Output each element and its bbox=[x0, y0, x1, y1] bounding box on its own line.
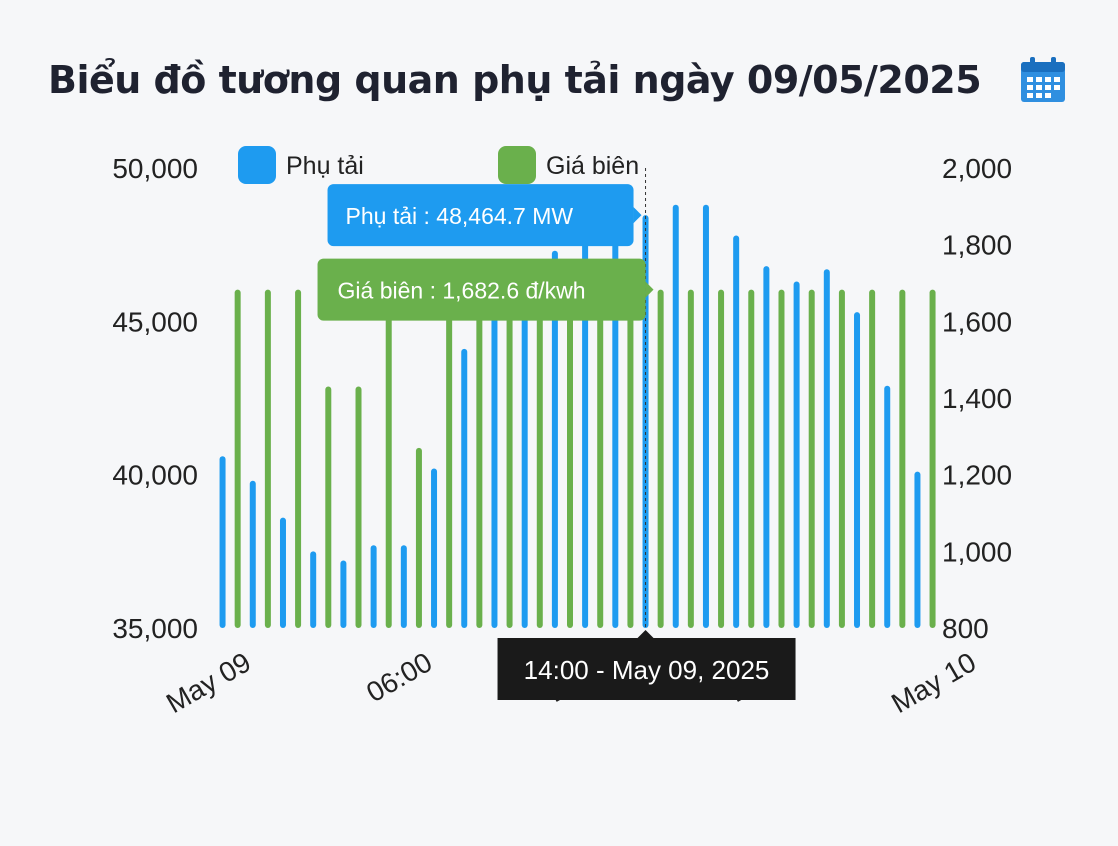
price-bar bbox=[838, 289, 845, 628]
load-bar bbox=[823, 269, 830, 628]
load-bar bbox=[340, 560, 347, 628]
y-right-tick-label: 2,000 bbox=[942, 153, 1012, 184]
price-bar bbox=[597, 289, 604, 628]
legend-swatch bbox=[238, 146, 276, 184]
y-right-tick-label: 1,200 bbox=[942, 460, 1012, 491]
load-bar bbox=[793, 281, 800, 628]
price-bar bbox=[808, 289, 815, 628]
load-bar bbox=[431, 468, 438, 628]
y-left-tick-label: 45,000 bbox=[112, 306, 198, 337]
price-bar bbox=[899, 289, 906, 628]
time-tooltip-pointer bbox=[637, 630, 654, 638]
load-bar bbox=[702, 204, 709, 629]
price-bar bbox=[355, 386, 362, 628]
y-left-tick-label: 35,000 bbox=[112, 613, 198, 644]
time-tooltip-label: 14:00 - May 09, 2025 bbox=[524, 655, 770, 685]
calendar-icon[interactable] bbox=[1018, 56, 1068, 106]
load-bar bbox=[400, 545, 407, 628]
x-tick-label: 18:00 bbox=[724, 646, 800, 708]
load-bar bbox=[612, 229, 619, 629]
y-right-tick-label: 1,000 bbox=[942, 536, 1012, 567]
load-bar bbox=[249, 480, 256, 628]
price-bar bbox=[929, 289, 936, 628]
y-left-tick-label: 40,000 bbox=[112, 460, 198, 491]
price-tooltip-pointer bbox=[645, 281, 654, 298]
price-bar bbox=[264, 289, 271, 628]
price-bar bbox=[687, 289, 694, 628]
load-bar bbox=[914, 471, 921, 628]
price-tooltip-label: Giá biên : 1,682.6 đ/kwh bbox=[338, 278, 586, 304]
load-bar bbox=[884, 385, 891, 628]
load-bar bbox=[310, 551, 317, 628]
bars bbox=[219, 204, 936, 629]
price-bar bbox=[415, 447, 422, 628]
y-right-tick-label: 1,600 bbox=[942, 306, 1012, 337]
legend: Phụ tải Giá biên bbox=[238, 146, 639, 184]
price-bar bbox=[295, 289, 302, 628]
load-bar bbox=[521, 293, 528, 628]
page-title: Biểu đồ tương quan phụ tải ngày 09/05/20… bbox=[48, 58, 982, 102]
load-bar bbox=[763, 266, 770, 628]
load-bar bbox=[582, 235, 589, 628]
price-bar bbox=[869, 289, 876, 628]
y-left-tick-label: 50,000 bbox=[112, 153, 198, 184]
tooltips: Phụ tải : 48,464.7 MW Giá biên : 1,682.6 … bbox=[317, 184, 796, 700]
x-tick-label: 12:00 bbox=[542, 646, 618, 708]
y-left-axis: 35,000 40,000 45,000 50,000 bbox=[112, 153, 198, 644]
load-bar bbox=[279, 517, 286, 628]
price-bar bbox=[476, 289, 483, 628]
legend-label: Phụ tải bbox=[286, 152, 364, 180]
load-tooltip bbox=[327, 184, 634, 247]
price-bar bbox=[627, 289, 634, 628]
price-bar bbox=[506, 289, 513, 628]
price-bar bbox=[567, 289, 573, 628]
load-bar bbox=[491, 315, 498, 628]
load-tooltip-pointer bbox=[633, 207, 642, 224]
load-bar bbox=[370, 545, 377, 628]
y-right-tick-label: 1,400 bbox=[942, 383, 1012, 414]
price-bar bbox=[657, 289, 664, 628]
y-right-axis: 800 1,000 1,200 1,400 1,600 1,800 2,000 bbox=[942, 153, 1012, 644]
load-bar bbox=[672, 204, 679, 629]
load-bar bbox=[854, 312, 861, 628]
price-bar bbox=[748, 289, 755, 628]
x-tick-label: May 10 bbox=[886, 646, 981, 719]
load-bar bbox=[733, 235, 740, 628]
load-bar bbox=[219, 456, 226, 628]
price-bar bbox=[234, 289, 241, 628]
price-bar bbox=[536, 289, 543, 628]
price-tooltip bbox=[317, 258, 646, 321]
x-axis: May 09 06:00 12:00 18:00 May 10 bbox=[161, 646, 981, 719]
time-tooltip bbox=[497, 638, 796, 700]
y-right-tick-label: 1,800 bbox=[942, 230, 1012, 261]
y-right-tick-label: 800 bbox=[942, 613, 989, 644]
legend-label: Giá biên bbox=[546, 152, 639, 180]
price-bar bbox=[778, 289, 785, 628]
price-bar bbox=[446, 289, 453, 628]
x-tick-label: 06:00 bbox=[361, 646, 437, 708]
price-bar bbox=[385, 289, 392, 628]
price-bar bbox=[718, 289, 725, 628]
load-tooltip-label: Phụ tải : 48,464.7 MW bbox=[346, 203, 574, 229]
x-tick-label: May 09 bbox=[161, 646, 256, 719]
load-bar bbox=[642, 215, 649, 629]
price-bar bbox=[325, 386, 332, 628]
load-bar bbox=[551, 250, 558, 629]
load-bar bbox=[461, 348, 468, 628]
legend-swatch bbox=[498, 146, 536, 184]
